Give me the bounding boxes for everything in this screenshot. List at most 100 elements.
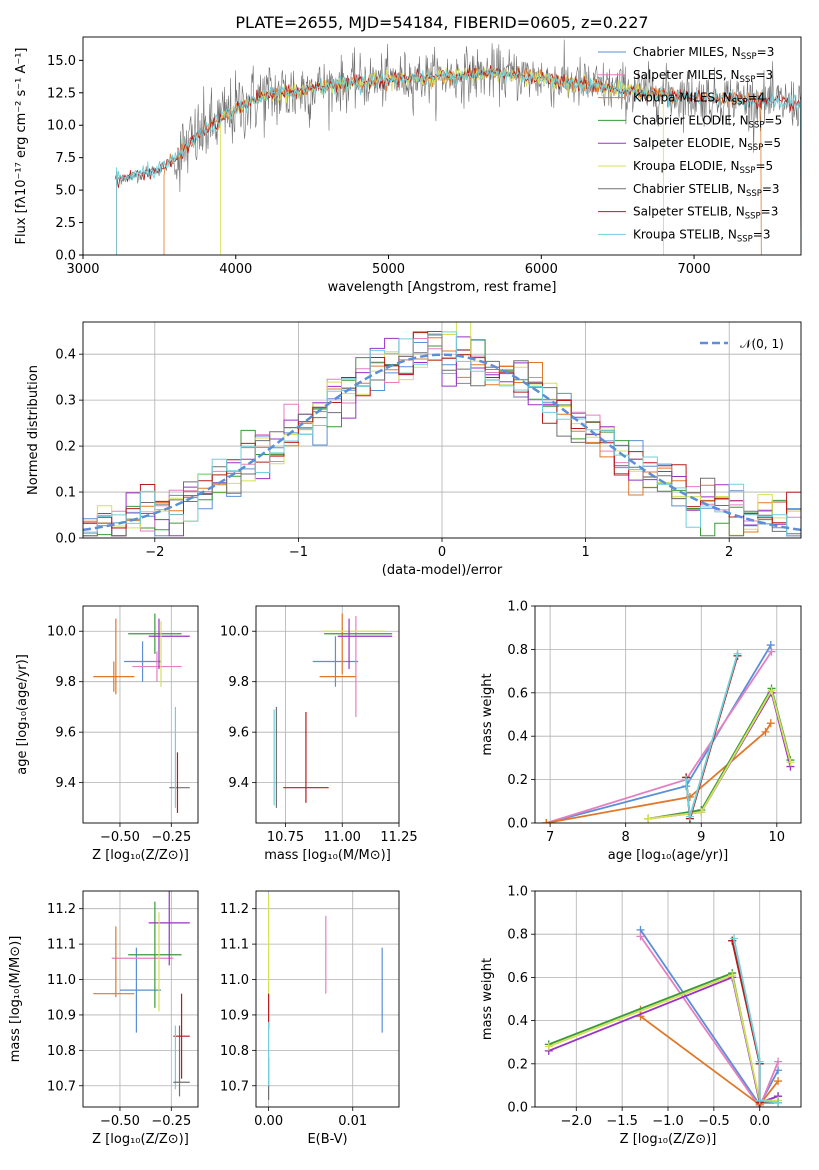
age_vs_mass-xtick-label: 11.25 [380,830,417,845]
spectrum-ytick-label: 5.0 [55,184,76,199]
residual-histogram-salpeter_stelib [83,332,801,529]
weight_vs_age-frame [534,605,802,824]
age_vs_mass-plot-area [256,606,399,823]
weight_vs_age-marker [697,808,706,817]
weight_vs_age-panel: 7 8 9 10 0.0 0.2 0.4 0.6 0.8 1.0 age [log₁₀(age/yr… [480,600,802,863]
weight_vs_Z-marker [774,1077,783,1086]
gaussian-legend-label: 𝒩(0, 1) [740,337,784,351]
residuals-plot-area [83,322,801,538]
weight_vs_age-xtick-label: 7 [546,830,554,845]
mass_vs_Z-xlabel: Z [log₁₀(Z/Z⊙)] [92,1132,189,1147]
spectrum-legend-value: =3 [757,45,775,59]
weight_vs_age-ytick-label: 0.2 [507,773,528,788]
mass_vs_ebv-xtick-label: 0.00 [254,1114,283,1129]
spectrum-legend-label: Chabrier STELIB, NSSP=3 [633,182,780,199]
spectrum-panel: 3000 4000 5000 6000 7000 0.0 2.5 5.0 7.5 10.0 12.5… [14,36,802,295]
mass_vs_Z-ytick-label: 10.8 [47,1044,76,1059]
age_vs_Z-ylabel: age [log₁₀(age/yr)] [15,654,30,775]
mass_vs_Z-ylabel: mass [log₁₀(M/M⊙)] [8,936,23,1063]
spectrum-xlabel: wavelength [Angstrom, rest frame] [328,280,557,295]
weight_vs_Z-line-chabrier_miles [639,929,779,1107]
spectrum-xtick-label: 5000 [372,262,405,277]
weight_vs_age-ylabel: mass weight [480,673,495,755]
spectrum-legend-label: Salpeter STELIB, NSSP=3 [633,205,778,222]
spectrum-xtick-label: 7000 [678,262,711,277]
weight_vs_Z-marker [544,1042,553,1051]
mass_vs_Z-xtick-label: −0.25 [151,1114,191,1129]
weight_vs_age-marker [733,649,742,658]
weight_vs_age-marker [766,641,775,650]
residuals-ytick-label: 0.1 [55,486,76,501]
weight_vs_age-ytick-label: 0.8 [507,643,528,658]
spectrum-frame [82,36,802,256]
spectrum-model-kroupa_elodie [220,67,664,255]
spectrum-legend-subscript: SSP [741,52,757,62]
spectrum-legend-value: =5 [765,113,783,127]
panels: 3000 4000 5000 6000 70000.02.55.07.510.012.5… [8,36,802,1147]
mass_vs_Z-frame [82,890,199,1108]
weight_vs_age-xtick-label: 8 [622,830,630,845]
weight_vs_Z-marker [636,932,645,941]
spectrum-legend-label: Salpeter MILES, NSSP=3 [633,68,773,85]
mass_vs_ebv-plot-area [256,891,399,1107]
mass_vs_ebv-ytick-label: 11.0 [220,973,249,988]
weight_vs_age-xtick-label: 9 [697,830,705,845]
age_vs_mass-ytick-label: 9.4 [228,776,249,791]
spectrum-legend-value: =5 [755,159,773,173]
mass_vs_Z-plot-area [83,891,198,1107]
age_vs_Z-ytick-label: 9.4 [55,776,76,791]
weight_vs_Z-xtick-label: −2.0 [560,1114,592,1129]
weight_vs_age-marker [761,727,770,736]
age_vs_Z-panel: −0.50 −0.25 9.4 9.6 9.8 10.0 Z [log₁₀(Z/Z⊙)] ag… [15,605,199,863]
age_vs_Z-xlabel: Z [log₁₀(Z/Z⊙)] [92,848,189,863]
age_vs_mass-xtick-label: 10.75 [267,830,304,845]
mass_vs_ebv-xlabel: E(B-V) [307,1132,347,1147]
residuals-xtick-label: −2 [145,545,164,560]
residuals-xlabel: (data-model)/error [382,563,503,578]
mass_vs_ebv-ytick-label: 11.1 [220,938,249,953]
spectrum-ytick-label: 10.0 [47,119,76,134]
weight_vs_Z-plot-area [535,891,801,1107]
weight_vs_Z-marker [730,934,739,943]
mass_vs_ebv-ytick-label: 10.8 [220,1044,249,1059]
spectrum-legend-value: =3 [762,182,780,196]
spectrum-legend-subscript: SSP [737,234,753,244]
weight_vs_age-marker [542,819,551,823]
spectrum-legend-label: Salpeter ELODIE, NSSP=5 [633,136,781,153]
residuals-ytick-label: 0.0 [55,532,76,547]
residuals-xtick-label: −1 [289,545,308,560]
residuals-ytick-label: 0.2 [55,440,76,455]
spectrum-legend-value: =3 [761,205,779,219]
mass_vs_ebv-ytick-label: 11.2 [220,902,249,917]
weight_vs_Z-xtick-label: −1.0 [652,1114,684,1129]
weight_vs_Z-marker [728,971,737,980]
spectrum-ytick-label: 2.5 [55,216,76,231]
age_vs_Z-ytick-label: 9.8 [55,675,76,690]
mass_vs_Z-ytick-label: 11.1 [47,938,76,953]
weight_vs_Z-ytick-label: 1.0 [507,885,528,900]
spectrum-legend: Chabrier MILES, NSSP=3 Salpeter MILES, NS… [598,45,782,244]
residuals-panel: −2 −1 0 1 2 0.0 0.1 0.2 0.3 0.4 (data-model)/error… [26,321,802,578]
weight_vs_Z-ytick-label: 0.2 [507,1057,528,1072]
spectrum-legend-subscript: SSP [740,166,756,176]
spectrum-legend-label: Kroupa MILES, NSSP=4 [633,91,765,108]
mass_vs_Z-ytick-label: 11.2 [47,902,76,917]
weight_vs_Z-marker [774,1098,783,1107]
weight_vs_age-xtick-label: 10 [769,830,786,845]
age_vs_Z-ytick-label: 10.0 [47,625,76,640]
weight_vs_age-marker [682,775,691,784]
spectrum-legend-value: =4 [748,91,766,105]
weight_vs_age-marker [767,686,776,695]
age_vs_Z-xtick-label: −0.50 [100,830,140,845]
age_vs_mass-frame [255,605,400,824]
weight_vs_age-marker [767,647,776,656]
weight_vs_Z-line-kroupa_stelib [733,938,779,1104]
weight_vs_Z-xtick-label: −1.5 [606,1114,638,1129]
mass_vs_ebv-panel: 0.00 0.01 10.7 10.8 10.9 11.0 11.1 11.2 E(B-V) [220,890,400,1147]
spectrum-legend-subscript: SSP [749,120,765,130]
weight_vs_age-line-salpeter_miles [546,651,773,823]
weight_vs_Z-line-kroupa_elodie [548,973,779,1102]
gaussian-curve [83,353,801,532]
age_vs_mass-ytick-label: 10.0 [220,625,249,640]
